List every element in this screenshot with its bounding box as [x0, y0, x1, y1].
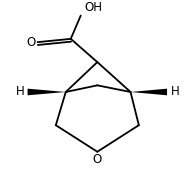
Text: H: H	[170, 85, 179, 99]
Polygon shape	[28, 89, 66, 95]
Text: O: O	[27, 36, 36, 49]
Text: O: O	[93, 153, 102, 166]
Text: OH: OH	[84, 1, 102, 14]
Text: H: H	[16, 85, 24, 99]
Polygon shape	[130, 89, 167, 95]
